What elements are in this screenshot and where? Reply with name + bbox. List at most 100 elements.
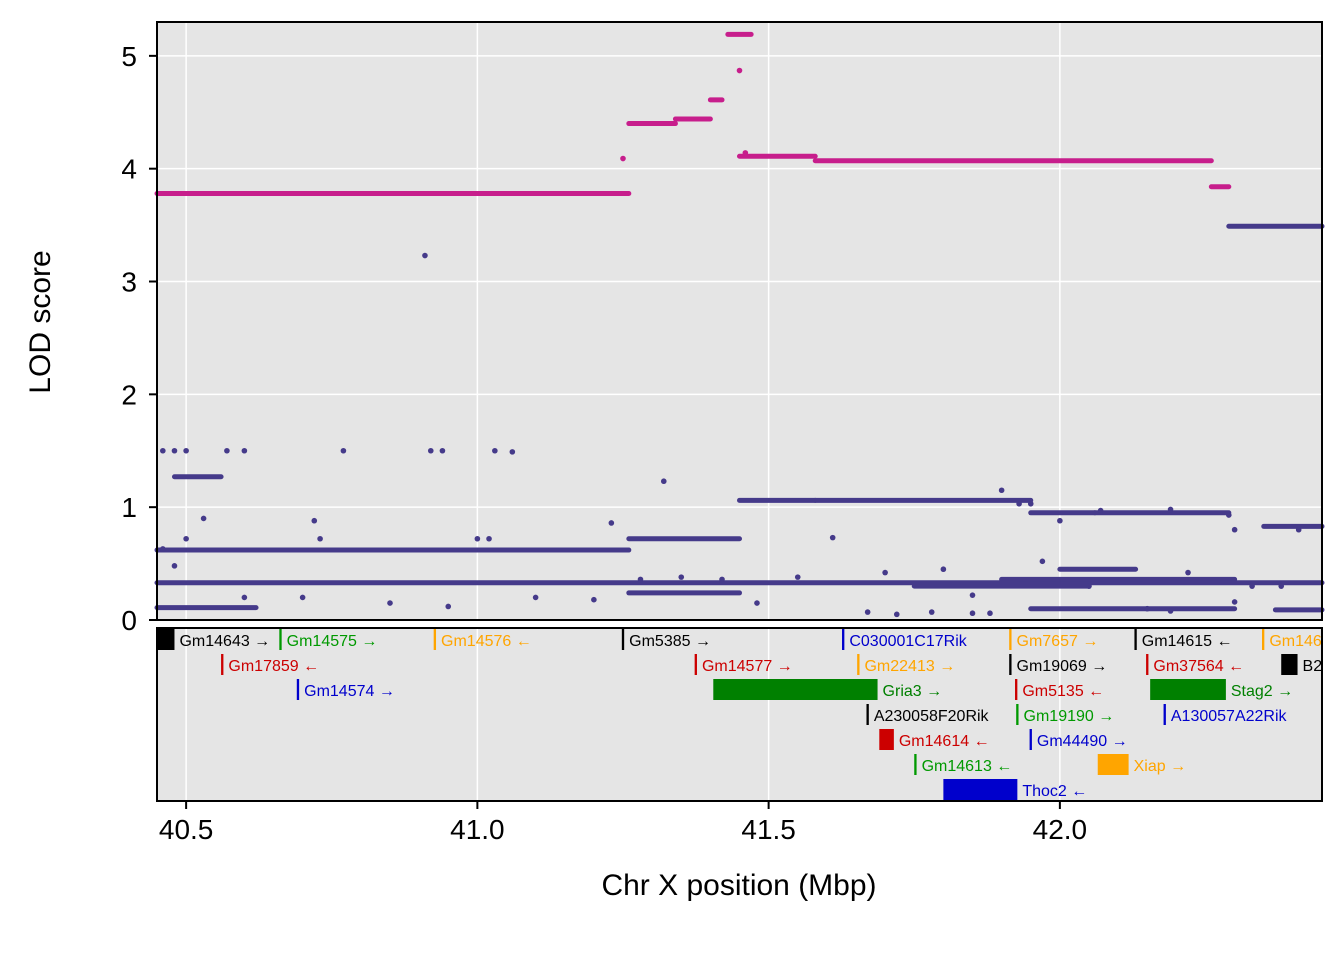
series-1-point-30 xyxy=(754,600,760,606)
series-1-point-7 xyxy=(439,447,446,454)
gene-label-B2: B2 xyxy=(1303,658,1323,675)
gene-Gm19190-mark xyxy=(1016,704,1019,725)
series-1-point-24 xyxy=(1097,507,1104,514)
plot-frame xyxy=(156,21,1323,621)
gene-Gm14574-mark xyxy=(296,679,300,700)
x-tick-label-3: 42.0 xyxy=(1033,814,1088,845)
series-1-point-55 xyxy=(1057,517,1063,524)
series-1-point-49 xyxy=(719,576,725,583)
series-1-point-48 xyxy=(678,574,685,580)
series-1-point-34 xyxy=(969,610,976,617)
gene-label-Gm14613: Gm14613 ← xyxy=(922,758,1013,775)
series-1-point-50 xyxy=(794,574,801,580)
series-1-point-42 xyxy=(299,594,306,601)
y-tick-label-3: 3 xyxy=(121,267,137,298)
series-1-point-6 xyxy=(427,447,434,454)
gene-label-Gm14574: Gm14574 → xyxy=(304,683,395,700)
gene-label-Gm37564: Gm37564 ← xyxy=(1153,658,1244,675)
gene-Xiap-mark xyxy=(1097,754,1129,775)
series-1-point-56 xyxy=(1086,583,1092,589)
series-1-point-22 xyxy=(1016,500,1022,507)
series-1-point-17 xyxy=(486,535,492,542)
series-1-point-36 xyxy=(1144,605,1151,612)
gene-label-A130057A22Rik: A130057A22Rik xyxy=(1171,708,1288,725)
series-1-point-43 xyxy=(387,600,393,606)
gene-label-Gm14577: Gm14577 → xyxy=(702,658,793,675)
series-1-point-5 xyxy=(340,447,347,454)
x-axis-title: Chr X position (Mbp) xyxy=(601,869,876,902)
series-1-point-12 xyxy=(200,515,207,522)
series-1-point-33 xyxy=(928,609,935,615)
y-tick-label-1: 1 xyxy=(121,492,137,523)
series-1-point-47 xyxy=(637,576,644,583)
series-1-point-51 xyxy=(882,569,888,576)
gene-label-Thoc2: Thoc2 ← xyxy=(1022,783,1087,800)
gene-Gm14615-mark xyxy=(1134,629,1137,650)
series-1-point-45 xyxy=(532,594,539,601)
gene-label-Gm146: Gm146 xyxy=(1269,633,1322,650)
gene-B2-mark xyxy=(1281,654,1298,675)
gene-Gm44490-mark xyxy=(1029,729,1032,750)
y-axis-ticks: 0 1 2 3 4 5 xyxy=(121,41,157,636)
series-0-point-2 xyxy=(742,150,749,156)
series-1-point-41 xyxy=(241,594,248,601)
gene-Gm5135-mark xyxy=(1015,679,1018,700)
series-1-point-46 xyxy=(591,596,597,603)
gene-C030001C17Rik-mark xyxy=(842,629,845,650)
gene-Gm22413-mark xyxy=(857,654,860,675)
gene-label-A230058F20Rik: A230058F20Rik xyxy=(874,708,990,725)
series-1-point-8 xyxy=(492,447,498,454)
series-1-point-15 xyxy=(317,535,323,542)
gene-Gm14577-mark xyxy=(694,654,697,675)
series-1-point-57 xyxy=(1185,569,1191,576)
gene-A230058F20Rik-mark xyxy=(866,704,869,725)
series-1-point-53 xyxy=(969,592,976,598)
gene-Gm7657-mark xyxy=(1009,629,1012,650)
series-1-point-37 xyxy=(1167,608,1174,614)
series-1-point-23 xyxy=(1027,500,1034,507)
gene-Gm14614-mark xyxy=(879,729,894,750)
gene-label-Gm14576: Gm14576 ← xyxy=(441,633,532,650)
x-axis-ticks: 40.5 41.0 41.5 42.0 xyxy=(159,801,1087,845)
gene-Gm14576-mark xyxy=(433,629,437,650)
series-1-point-0 xyxy=(160,447,166,454)
gene-label-Stag2: Stag2 → xyxy=(1231,683,1293,700)
gene-label-Gm44490: Gm44490 → xyxy=(1037,733,1128,750)
series-1-point-2 xyxy=(183,447,189,454)
y-tick-label-2: 2 xyxy=(121,379,137,410)
x-tick-label-2: 41.5 xyxy=(741,814,796,845)
gene-A130057A22Rik-mark xyxy=(1163,704,1166,725)
gene-label-Gm14615: Gm14615 ← xyxy=(1142,633,1233,650)
series-1-point-13 xyxy=(311,517,318,524)
series-1-point-10 xyxy=(422,252,428,259)
series-1-point-27 xyxy=(1231,526,1238,533)
series-1-point-14 xyxy=(183,535,189,542)
series-1-point-44 xyxy=(445,603,452,610)
gene-label-Xiap: Xiap → xyxy=(1134,758,1186,775)
gene-label-Gm7657: Gm7657 → xyxy=(1017,633,1099,650)
series-1-point-20 xyxy=(171,563,178,569)
gene-label-Gm17859: Gm17859 ← xyxy=(228,658,319,675)
series-1-point-18 xyxy=(608,520,615,526)
gene-label-Gm14643: Gm14643 → xyxy=(179,633,270,650)
gene-Gm14613-mark xyxy=(914,754,917,775)
gene-track-frame xyxy=(156,627,1323,802)
gene-label-Gm5385: Gm5385 → xyxy=(629,633,711,650)
gene-label-Gm5135: Gm5135 ← xyxy=(1022,683,1104,700)
x-tick-label-1: 41.0 xyxy=(450,814,505,845)
gene-label-Gria3: Gria3 → xyxy=(883,683,943,700)
series-1-point-26 xyxy=(1226,512,1232,518)
gene-label-Gm19190: Gm19190 → xyxy=(1024,708,1115,725)
series-1-point-29 xyxy=(829,534,836,541)
gene-Gm17859-mark xyxy=(221,654,224,675)
gene-Thoc2-mark xyxy=(943,779,1018,800)
series-1-point-35 xyxy=(987,610,993,617)
y-tick-label-4: 4 xyxy=(121,154,137,185)
series-1-point-4 xyxy=(241,447,248,454)
series-1-point-11 xyxy=(660,478,667,485)
gene-track-gridlines xyxy=(185,628,1061,801)
series-1-point-40 xyxy=(1278,583,1285,589)
series-0-point-0 xyxy=(620,155,626,162)
series-1-point-9 xyxy=(509,449,516,455)
